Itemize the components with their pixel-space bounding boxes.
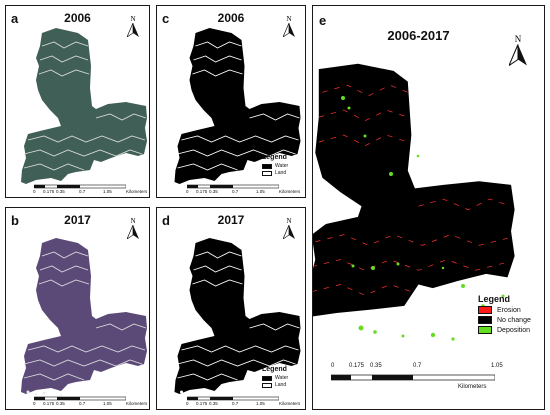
legend-water-land: Legend Water Land <box>262 366 289 388</box>
panel-title: 2006 <box>64 11 91 25</box>
panel-title: 2017 <box>217 213 245 227</box>
map-b-rgb-2017 <box>21 238 147 396</box>
panel-title: 2006 <box>217 11 245 25</box>
panel-label: d <box>162 213 170 228</box>
panel-e: e 2006-2017 N Legend Erosion No change D… <box>312 5 545 410</box>
scale-bar <box>331 374 495 381</box>
panel-title: 2006-2017 <box>387 28 450 43</box>
north-arrow-icon: N <box>126 217 139 244</box>
legend-water-land: Legend Water Land <box>262 154 289 176</box>
scale-bar <box>187 396 279 401</box>
panel-c: c 2006 N Legend Water Land 0 0.175 0.35 … <box>156 5 306 198</box>
legend-change: Legend Erosion No change Deposition <box>478 294 531 334</box>
scale-bar <box>34 396 126 401</box>
north-arrow-icon: N <box>507 34 527 71</box>
north-arrow-icon: N <box>282 217 295 244</box>
panel-label: e <box>319 13 327 28</box>
map-e-change-2006-2017 <box>313 63 515 341</box>
panel-title: 2017 <box>64 213 91 227</box>
panel-label: b <box>11 213 19 228</box>
scale-bar <box>187 184 279 189</box>
north-arrow-icon: N <box>282 15 295 42</box>
panel-a: a 2006 N 0 0.175 0.35 0.7 1.05 Kilometer… <box>5 5 150 198</box>
panel-b: b 2017 N 0 0.175 0.35 0.7 1.05 Kilometer… <box>5 207 150 410</box>
scale-unit: Kilometers <box>458 384 487 390</box>
north-arrow-icon: N <box>126 15 139 42</box>
panel-d: d 2017 N Legend Water Land 0 0.175 0.35 … <box>156 207 306 410</box>
panel-label: c <box>162 11 170 26</box>
panel-label: a <box>11 11 19 26</box>
scale-bar <box>34 184 126 189</box>
map-d-water-land-2017 <box>174 238 301 396</box>
